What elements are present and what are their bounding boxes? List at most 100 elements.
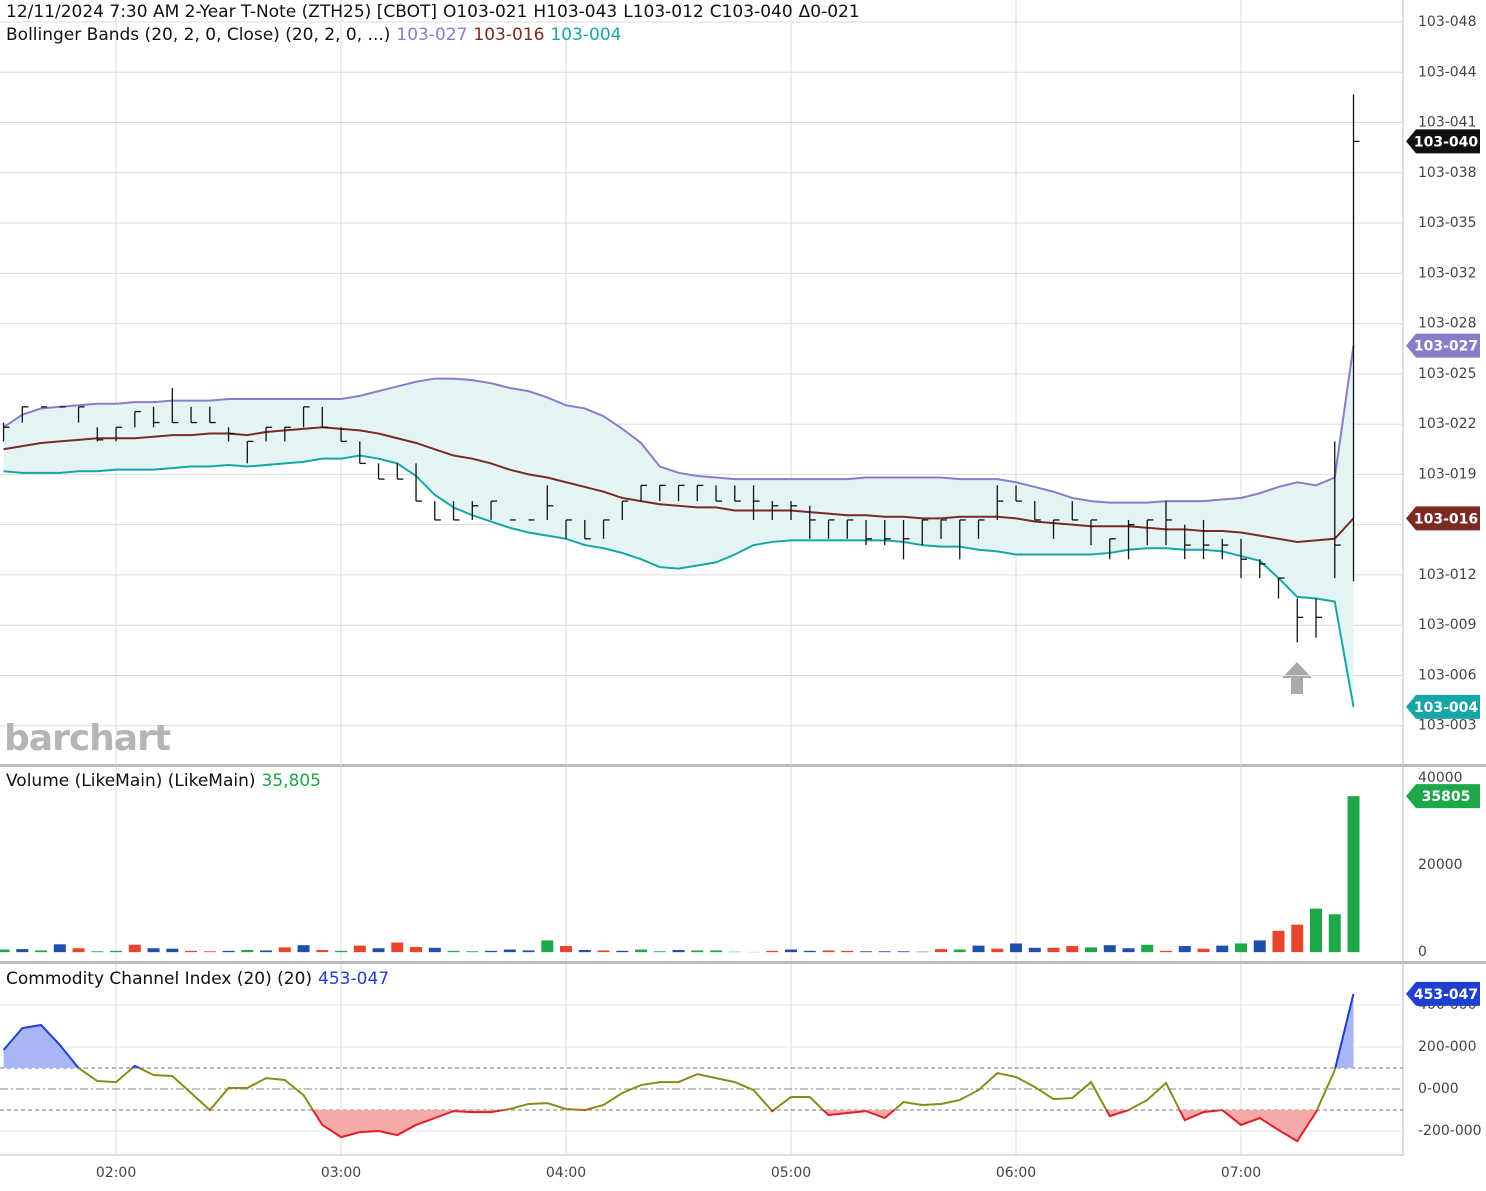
cci-title: Commodity Channel Index (20) (20) xyxy=(6,969,313,989)
y-tick-label: 103-003 xyxy=(1418,718,1477,734)
volume-bar xyxy=(691,950,704,953)
x-tick-label: 04:00 xyxy=(546,1165,586,1181)
ohlc-change: Δ0-021 xyxy=(798,2,860,22)
volume-bar xyxy=(841,950,854,953)
volume-bar xyxy=(935,949,948,953)
volume-bar xyxy=(335,950,348,953)
volume-bar xyxy=(1010,943,1023,953)
band-tag: 103-027 xyxy=(1414,339,1478,355)
volume-bar xyxy=(766,950,779,953)
legend-value: 103-004 xyxy=(550,25,622,45)
volume-bar xyxy=(110,950,123,953)
volume-bar xyxy=(1066,946,1079,953)
volume-bar xyxy=(672,949,685,953)
volume-bar xyxy=(522,950,535,953)
y-tick-label: 103-038 xyxy=(1418,165,1477,181)
volume-bar xyxy=(972,945,985,953)
y-tick-label: 103-041 xyxy=(1418,115,1477,131)
symbol-title: 12/11/2024 7:30 AM 2-Year T-Note (ZTH25)… xyxy=(6,2,437,22)
y-tick-label: 103-044 xyxy=(1418,64,1477,80)
cci-header: Commodity Channel Index (20) (20) 453-047 xyxy=(6,969,389,989)
cci-line-low xyxy=(208,1110,1319,1143)
volume-bar xyxy=(447,950,460,953)
volume-tag: 35805 xyxy=(1422,789,1471,805)
volume-bar xyxy=(428,947,441,953)
volume-bar xyxy=(597,950,610,953)
y-tick-label: 103-048 xyxy=(1418,14,1477,30)
volume-bar xyxy=(297,945,310,953)
panel-separator xyxy=(0,961,1486,964)
ohlc-low: L103-012 xyxy=(623,2,704,22)
volume-bar xyxy=(372,948,385,953)
close-tag-shape xyxy=(1406,129,1480,154)
volume-bar xyxy=(166,948,179,953)
legend-value: 103-016 xyxy=(473,25,545,45)
volume-bar xyxy=(241,949,254,953)
volume-bar xyxy=(391,942,404,953)
volume-bar xyxy=(260,950,273,953)
price-header: 12/11/2024 7:30 AM 2-Year T-Note (ZTH25)… xyxy=(6,2,860,22)
y-tick-label: 103-009 xyxy=(1418,617,1477,633)
y-tick-label: -200-000 xyxy=(1418,1123,1482,1139)
band-tag-shape xyxy=(1406,506,1480,531)
volume-bar xyxy=(16,949,29,953)
cci-value: 453-047 xyxy=(318,969,390,989)
band-tag: 103-004 xyxy=(1414,700,1479,716)
volume-bar xyxy=(991,948,1004,953)
volume-bar xyxy=(616,950,629,953)
volume-bar xyxy=(1310,908,1323,953)
volume-bar xyxy=(353,945,366,953)
y-tick-label: 103-035 xyxy=(1418,215,1477,231)
x-tick-label: 06:00 xyxy=(996,1165,1036,1181)
volume-bar xyxy=(1216,945,1229,953)
volume-bar xyxy=(503,949,516,953)
y-tick-label: 103-028 xyxy=(1418,316,1477,332)
band-line xyxy=(3,345,1355,504)
volume-bar xyxy=(1028,947,1041,953)
volume-bar xyxy=(1141,944,1154,953)
x-tick-label: 02:00 xyxy=(96,1165,136,1181)
volume-bar xyxy=(897,951,910,953)
volume-bar xyxy=(710,950,723,953)
cci-tag: 453-047 xyxy=(1414,987,1478,1003)
volume-bar xyxy=(1235,943,1248,953)
cci-low-fill xyxy=(3,1110,1354,1142)
y-tick-label: 20000 xyxy=(1418,857,1463,873)
watermark: barchart xyxy=(4,718,171,759)
volume-bar xyxy=(128,944,141,953)
volume-bar xyxy=(91,951,104,953)
y-tick-label: 200-000 xyxy=(1418,1039,1477,1055)
y-tick-label: 103-032 xyxy=(1418,265,1477,281)
signal-arrow xyxy=(1282,662,1312,694)
y-tick-label: 0 xyxy=(1418,944,1427,960)
volume-bar xyxy=(578,949,591,953)
volume-bar xyxy=(1103,945,1116,953)
y-tick-label: 0-000 xyxy=(1418,1081,1459,1097)
cci-line-high xyxy=(2,993,1355,1069)
x-tick-label: 03:00 xyxy=(321,1165,361,1181)
volume-bar xyxy=(1253,940,1266,953)
volume-bar xyxy=(1347,796,1360,953)
volume-bar xyxy=(185,950,198,953)
volume-bar xyxy=(541,940,554,953)
y-tick-label: 103-012 xyxy=(1418,567,1477,583)
volume-bar xyxy=(635,949,648,953)
y-tick-label: 40000 xyxy=(1418,770,1463,786)
volume-bar xyxy=(410,946,423,953)
volume-title: Volume (LikeMain) (LikeMain) xyxy=(6,771,256,791)
volume-bar xyxy=(953,949,966,953)
volume-bar xyxy=(560,946,573,953)
band-tag-shape xyxy=(1406,333,1480,358)
volume-tag-shape xyxy=(1406,784,1480,809)
volume-bar xyxy=(485,950,498,953)
volume-bar xyxy=(35,950,48,953)
volume-bar xyxy=(1328,914,1341,953)
ohlc-high: H103-043 xyxy=(533,2,618,22)
volume-bar xyxy=(785,949,798,953)
volume-bar xyxy=(466,951,479,953)
cci-line xyxy=(77,1068,1337,1111)
volume-bar xyxy=(878,951,891,953)
volume-bar xyxy=(278,947,291,953)
